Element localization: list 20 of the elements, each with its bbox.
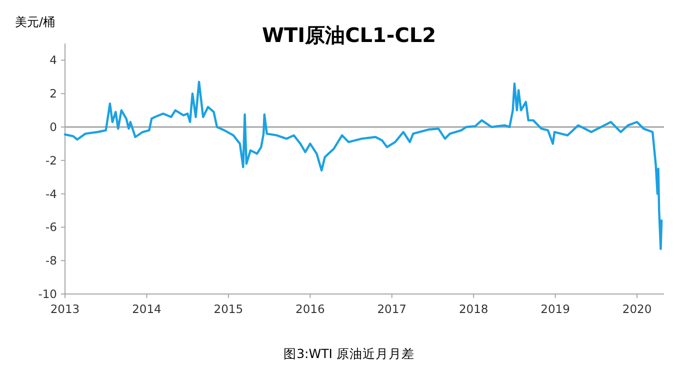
y-tick-label: -8 xyxy=(46,254,57,268)
x-tick-label: 2017 xyxy=(377,302,407,316)
y-tick-label: 4 xyxy=(50,53,57,68)
y-tick-label: -6 xyxy=(46,220,57,234)
x-tick-label: 2013 xyxy=(50,302,80,316)
caption: 图3:WTI 原油近月月差 xyxy=(284,346,414,361)
x-tick-label: 2015 xyxy=(214,302,244,316)
y-tick-label: 0 xyxy=(50,120,57,134)
x-tick-label: 2014 xyxy=(132,302,162,316)
x-tick-label: 2016 xyxy=(296,302,325,316)
y-tick-label: -2 xyxy=(46,153,57,168)
y-tick-label: -4 xyxy=(46,186,57,201)
y-axis-title: 美元/桶 xyxy=(15,15,56,29)
chart-title: WTI原油CL1-CL2 xyxy=(262,23,436,47)
line-series xyxy=(64,80,663,250)
y-tick-label: 2 xyxy=(50,86,57,101)
x-tick-label: 2019 xyxy=(540,302,570,316)
x-tick-label: 2020 xyxy=(622,302,652,316)
x-tick-label: 2018 xyxy=(458,302,488,316)
y-tick-label: -10 xyxy=(38,287,57,301)
